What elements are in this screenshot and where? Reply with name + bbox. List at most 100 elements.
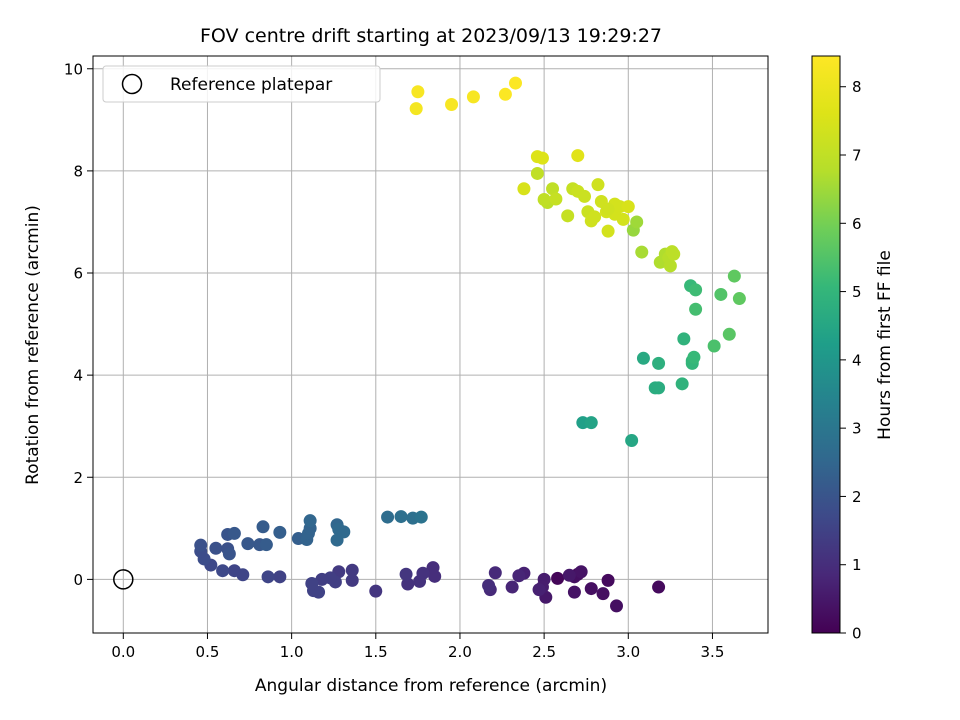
scatter-point — [532, 583, 546, 597]
scatter-point — [345, 573, 359, 587]
scatter-point — [689, 283, 703, 297]
legend-label: Reference platepar — [170, 75, 332, 95]
scatter-point — [549, 192, 563, 206]
scatter-point — [546, 182, 560, 196]
scatter-point — [315, 572, 329, 586]
x-tick-label: 2.5 — [532, 643, 556, 661]
scatter-point — [394, 510, 408, 524]
scatter-point — [551, 571, 565, 585]
scatter-point — [337, 525, 351, 539]
scatter-point — [227, 564, 241, 578]
y-axis-ticks: 0 2 4 6 8 10 — [64, 60, 93, 589]
scatter-point — [401, 577, 415, 591]
chart-title: FOV centre drift starting at 2023/09/13 … — [200, 25, 662, 47]
scatter-point — [635, 245, 649, 259]
y-tick-label: 4 — [73, 367, 83, 385]
y-tick-label: 2 — [73, 469, 83, 487]
scatter-point — [194, 538, 208, 552]
scatter-point — [732, 292, 746, 306]
scatter-point — [381, 510, 395, 524]
data-points — [194, 76, 746, 613]
x-axis-label: Angular distance from reference (arcmin) — [255, 676, 607, 696]
y-axis-label: Rotation from reference (arcmin) — [23, 205, 43, 485]
x-tick-label: 0.5 — [196, 643, 220, 661]
scatter-point — [663, 259, 677, 273]
scatter-point — [530, 166, 544, 180]
scatter-point — [498, 87, 512, 101]
scatter-point — [305, 576, 319, 590]
scatter-point — [488, 566, 502, 580]
x-tick-label: 3.5 — [701, 643, 725, 661]
scatter-point — [584, 416, 598, 430]
scatter-point — [584, 582, 598, 596]
scatter-point — [535, 151, 549, 165]
scatter-point — [591, 178, 605, 192]
scatter-point — [227, 526, 241, 540]
scatter-point — [588, 210, 602, 224]
scatter-point — [256, 520, 270, 534]
colorbar-tick-label: 3 — [852, 420, 862, 438]
scatter-point — [561, 209, 575, 223]
x-tick-label: 3.0 — [616, 643, 640, 661]
colorbar-tick-label: 8 — [852, 78, 862, 96]
scatter-point — [722, 327, 736, 341]
scatter-point — [714, 287, 728, 301]
colorbar-tick-label: 2 — [852, 488, 862, 506]
scatter-point — [616, 212, 630, 226]
scatter-point — [409, 102, 423, 116]
scatter-point — [574, 565, 588, 579]
scatter-point — [601, 202, 615, 216]
scatter-point — [625, 433, 639, 447]
scatter-point — [411, 85, 425, 99]
scatter-point — [222, 547, 236, 561]
scatter-point — [209, 541, 223, 555]
scatter-point — [273, 525, 287, 539]
plot-frame — [92, 55, 769, 634]
scatter-point — [445, 98, 459, 112]
scatter-point — [241, 537, 255, 551]
colorbar-tick-label: 1 — [852, 556, 862, 574]
scatter-point — [689, 302, 703, 316]
x-axis-ticks: 0.0 0.5 1.0 1.5 2.0 2.5 3.0 3.5 — [111, 633, 724, 661]
scatter-point — [630, 215, 644, 229]
scatter-point — [261, 570, 275, 584]
x-tick-label: 0.0 — [111, 643, 135, 661]
scatter-point — [259, 538, 273, 552]
colorbar-label: Hours from first FF file — [875, 250, 895, 440]
scatter-point — [578, 189, 592, 203]
scatter-point — [482, 579, 496, 593]
scatter-point — [345, 563, 359, 577]
colorbar-tick-label: 7 — [852, 147, 862, 165]
x-tick-label: 1.0 — [280, 643, 304, 661]
scatter-point — [303, 514, 317, 528]
scatter-point — [537, 192, 551, 206]
scatter-point — [369, 584, 383, 598]
legend-box — [102, 65, 381, 103]
scatter-point — [675, 377, 689, 391]
colorbar-gradient — [811, 55, 841, 634]
scatter-point — [517, 182, 531, 196]
scatter-point — [596, 587, 610, 601]
legend-marker — [121, 73, 143, 95]
scatter-point — [636, 351, 650, 365]
scatter-point — [707, 339, 721, 353]
colorbar-tick-label: 5 — [852, 283, 862, 301]
scatter-point — [652, 580, 666, 594]
scatter-point — [652, 381, 666, 395]
scatter-point — [610, 599, 624, 613]
scatter-point — [426, 561, 440, 575]
y-tick-label: 10 — [64, 60, 83, 78]
y-tick-label: 6 — [73, 265, 83, 283]
scatter-point — [667, 247, 681, 261]
y-tick-label: 0 — [73, 571, 83, 589]
scatter-point — [677, 332, 691, 346]
scatter-point — [413, 574, 427, 588]
colorbar-ticks: 0 1 2 3 4 5 6 7 8 — [840, 78, 862, 643]
scatter-point — [687, 350, 701, 364]
legend: Reference platepar — [102, 65, 381, 103]
scatter-point — [273, 570, 287, 584]
scatter-point — [562, 568, 576, 582]
colorbar: 0 1 2 3 4 5 6 7 8 Hours from first FF file — [811, 55, 895, 643]
x-tick-label: 2.0 — [448, 643, 472, 661]
